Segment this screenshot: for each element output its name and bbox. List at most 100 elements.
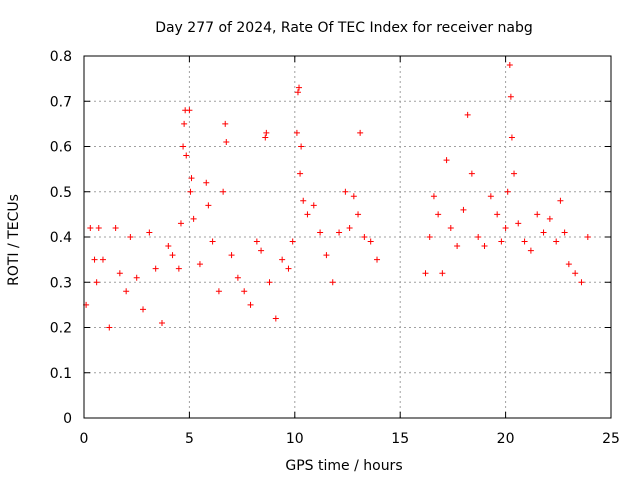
- data-point: [186, 107, 193, 114]
- data-point: [515, 220, 522, 227]
- x-axis-label: GPS time / hours: [285, 458, 402, 474]
- y-tick-label: 0.3: [50, 275, 72, 291]
- data-point: [527, 247, 534, 254]
- data-point: [504, 188, 511, 195]
- data-point: [196, 261, 203, 268]
- data-point: [272, 315, 279, 322]
- data-point: [127, 234, 134, 240]
- data-point: [584, 234, 591, 240]
- data-point: [435, 211, 442, 218]
- data-point: [367, 238, 374, 245]
- data-point: [112, 224, 119, 231]
- data-point: [508, 134, 515, 141]
- data-point: [296, 84, 303, 91]
- data-point: [540, 229, 547, 236]
- data-point: [133, 274, 140, 281]
- data-point: [215, 288, 222, 295]
- data-point: [422, 270, 429, 277]
- data-point: [572, 270, 579, 277]
- y-tick-label: 0.5: [50, 185, 72, 201]
- x-tick-label: 15: [391, 431, 409, 447]
- data-point: [247, 301, 254, 308]
- data-point: [222, 120, 229, 127]
- data-point: [95, 224, 102, 231]
- data-point: [494, 211, 501, 218]
- data-point: [298, 143, 305, 150]
- data-point: [350, 193, 357, 200]
- data-point: [241, 288, 248, 295]
- data-point: [140, 306, 147, 313]
- y-tick-label: 0.2: [50, 321, 72, 337]
- plot-frame: [83, 55, 612, 419]
- data-points: [83, 62, 591, 331]
- data-point: [285, 265, 292, 272]
- data-point: [487, 193, 494, 200]
- data-point: [180, 143, 187, 150]
- data-point: [146, 229, 153, 236]
- data-point: [165, 243, 172, 250]
- grid: [84, 56, 611, 418]
- y-tick-label: 0.8: [50, 49, 72, 65]
- data-point: [464, 111, 471, 118]
- chart-title: Day 277 of 2024, Rate Of TEC Index for r…: [155, 20, 533, 36]
- x-tick-label: 0: [80, 431, 89, 447]
- y-tick-label: 0.6: [50, 140, 72, 156]
- data-point: [297, 170, 304, 177]
- data-point: [93, 279, 100, 286]
- data-point: [357, 129, 364, 136]
- data-point: [346, 224, 353, 231]
- y-axis-label: ROTI / TECUs: [6, 194, 22, 286]
- data-point: [342, 188, 349, 195]
- data-point: [106, 324, 113, 331]
- data-point: [123, 288, 130, 295]
- data-point: [234, 274, 241, 281]
- data-point: [310, 202, 317, 209]
- data-point: [511, 170, 518, 177]
- x-tick-label: 20: [497, 431, 515, 447]
- data-point: [361, 234, 368, 240]
- data-point: [253, 238, 260, 245]
- data-point: [475, 234, 482, 240]
- data-point: [263, 129, 270, 136]
- data-point: [355, 211, 362, 218]
- data-point: [447, 224, 454, 231]
- data-point: [507, 93, 514, 100]
- data-point: [258, 247, 265, 254]
- data-point: [502, 224, 509, 231]
- data-point: [443, 157, 450, 164]
- data-point: [329, 279, 336, 286]
- data-point: [439, 270, 446, 277]
- data-point: [578, 279, 585, 286]
- data-point: [205, 202, 212, 209]
- data-point: [188, 175, 195, 182]
- data-point: [177, 220, 184, 227]
- data-point: [374, 256, 381, 263]
- data-point: [534, 211, 541, 218]
- y-tick-label: 0: [63, 411, 72, 427]
- data-point: [506, 62, 513, 69]
- data-point: [190, 215, 197, 222]
- data-point: [323, 252, 330, 259]
- data-point: [553, 238, 560, 245]
- data-point: [203, 179, 210, 186]
- data-point: [220, 188, 227, 195]
- data-point: [158, 319, 165, 326]
- x-tick-label: 25: [602, 431, 620, 447]
- data-point: [498, 238, 505, 245]
- data-point: [300, 197, 307, 204]
- data-point: [557, 197, 564, 204]
- data-point: [169, 252, 176, 259]
- data-point: [426, 234, 433, 240]
- data-point: [228, 252, 235, 259]
- data-point: [565, 261, 572, 268]
- axis-ticks: 0 5 10 15 20 25 0 0.1 0.2 0.3 0.4 0.5 0.6 0.7 0.8: [50, 49, 620, 447]
- data-point: [521, 238, 528, 245]
- data-point: [175, 265, 182, 272]
- data-point: [209, 238, 216, 245]
- data-point: [468, 170, 475, 177]
- data-point: [116, 270, 123, 277]
- y-tick-label: 0.1: [50, 366, 72, 382]
- data-point: [289, 238, 296, 245]
- data-point: [223, 138, 230, 145]
